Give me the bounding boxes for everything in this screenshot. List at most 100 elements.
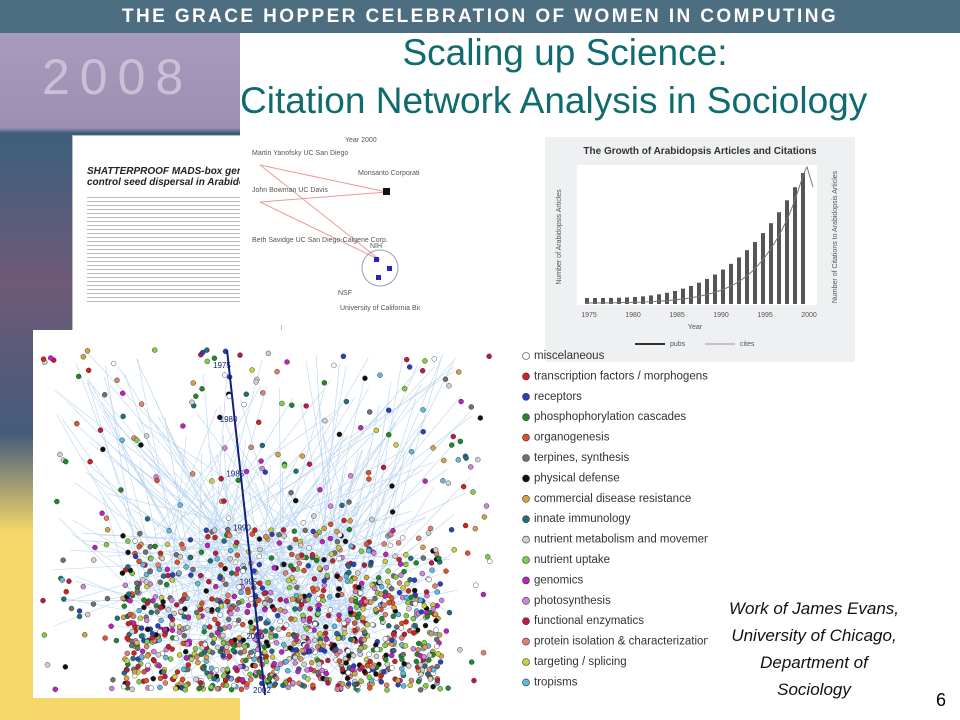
node — [293, 468, 299, 474]
node — [427, 676, 434, 682]
node — [339, 502, 345, 509]
node — [273, 633, 279, 639]
node — [248, 624, 255, 630]
node — [256, 597, 262, 603]
node — [80, 583, 86, 590]
bar — [761, 233, 765, 304]
node — [279, 400, 285, 407]
node — [388, 586, 395, 592]
edge — [225, 388, 369, 645]
node — [417, 687, 424, 693]
node — [422, 478, 428, 484]
bar — [753, 242, 757, 304]
node — [197, 680, 204, 686]
x-ticks: 1975 1980 1985 1990 1995 2000 — [581, 312, 817, 319]
legend-swatch — [522, 454, 530, 462]
node — [134, 589, 140, 595]
legend-label: nutrient metabolism and movement — [534, 534, 708, 546]
node — [137, 615, 144, 621]
node — [336, 555, 342, 562]
node — [298, 601, 305, 608]
node — [130, 620, 137, 626]
legend-label: miscelaneous — [534, 350, 605, 362]
node — [305, 596, 311, 603]
node — [403, 613, 409, 619]
node — [361, 562, 368, 568]
node — [225, 616, 232, 623]
credit-line: Department of — [760, 653, 868, 672]
node — [140, 561, 146, 568]
node — [218, 603, 225, 609]
node — [273, 640, 280, 646]
paper-title: SHATTERPROOF MADS-box genes control seed… — [87, 166, 266, 188]
node — [475, 456, 481, 463]
node — [230, 647, 237, 654]
y-label: Number of Arabidopsis Articles — [556, 189, 563, 285]
node — [418, 609, 425, 615]
node — [273, 675, 280, 682]
node — [256, 419, 262, 426]
node — [181, 614, 188, 620]
title-line: Citation Network Analysis in Sociology — [240, 80, 868, 121]
node — [233, 539, 240, 546]
node — [173, 635, 180, 642]
x-tick-label: 1995 — [757, 312, 773, 319]
node — [144, 638, 150, 645]
node — [121, 603, 127, 609]
node — [346, 526, 353, 533]
node — [204, 347, 210, 353]
node — [154, 609, 160, 615]
node — [382, 642, 388, 649]
node — [362, 375, 368, 381]
node — [322, 417, 328, 424]
node — [321, 380, 328, 386]
node — [403, 551, 409, 558]
node — [472, 582, 479, 588]
edge — [286, 493, 372, 543]
node — [252, 663, 258, 669]
node — [40, 597, 46, 604]
year-label: 1990 — [233, 524, 251, 533]
node — [206, 578, 212, 585]
node — [392, 553, 398, 559]
node — [350, 652, 357, 659]
node — [403, 561, 409, 568]
edge — [160, 538, 304, 598]
node — [261, 644, 268, 650]
node — [184, 624, 191, 631]
node — [156, 566, 163, 573]
node — [462, 522, 469, 529]
node — [160, 669, 167, 675]
node — [372, 595, 378, 602]
node — [227, 547, 234, 554]
node — [92, 544, 98, 551]
node — [209, 596, 215, 602]
node — [293, 637, 299, 643]
node-label: NIH — [370, 243, 382, 250]
node — [300, 612, 306, 619]
edge — [192, 371, 454, 537]
node — [202, 624, 208, 631]
node — [99, 510, 105, 516]
node — [119, 437, 125, 443]
node — [236, 584, 242, 590]
node — [136, 544, 142, 550]
node — [405, 599, 411, 606]
year-label: 1980 — [220, 415, 238, 424]
node — [318, 646, 324, 653]
node — [358, 645, 364, 651]
node — [386, 432, 392, 438]
node — [281, 463, 288, 469]
node — [300, 520, 307, 526]
node — [174, 669, 181, 675]
node — [363, 574, 370, 581]
node — [240, 568, 246, 574]
node — [434, 636, 440, 643]
node — [406, 364, 413, 370]
node — [283, 659, 289, 665]
cites-line — [584, 165, 814, 304]
node — [84, 611, 91, 618]
node — [201, 666, 207, 672]
node — [261, 590, 267, 597]
